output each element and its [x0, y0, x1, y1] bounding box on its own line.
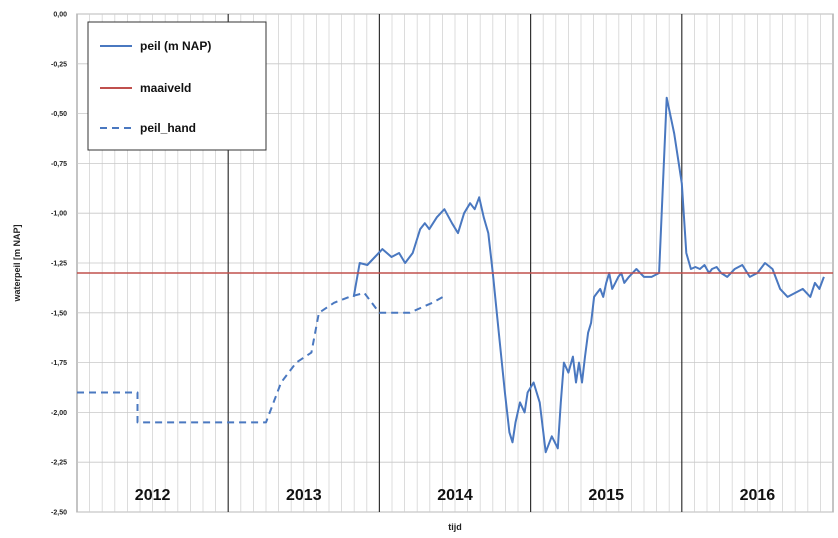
y-tick-label: -1,50 [51, 310, 67, 317]
year-label: 2016 [740, 487, 776, 504]
legend-label-peil: peil (m NAP) [140, 39, 211, 53]
y-tick-label: -2,25 [51, 460, 67, 467]
year-separators [227, 14, 683, 512]
y-tick-label: -1,75 [51, 360, 67, 367]
y-tick-label: -1,00 [51, 211, 67, 218]
x-axis-label: tijd [448, 522, 462, 532]
y-axis-label: waterpeil [m NAP] [12, 224, 22, 302]
series-line-peil-hand [77, 291, 444, 424]
year-labels: 2012 2013 2014 2015 2016 [135, 487, 775, 504]
year-label: 2013 [286, 487, 322, 504]
series-line-peil-m-nap [352, 96, 825, 454]
year-label: 2014 [437, 487, 473, 504]
y-tick-label: -2,50 [51, 510, 67, 517]
y-tick-label: -1,25 [51, 261, 67, 268]
y-axis-ticks: 0,00 -0,25 -0,50 -0,75 -1,00 -1,25 -1,50 -1,75 -… [51, 12, 67, 517]
legend-label-maaiveld: maaiveld [140, 81, 191, 95]
y-tick-label: -0,25 [51, 61, 67, 68]
y-tick-label: -0,50 [51, 111, 67, 118]
legend: peil (m NAP) maaiveld peil_hand [87, 21, 267, 151]
series-layer [77, 96, 833, 454]
year-label: 2015 [588, 487, 624, 504]
y-tick-label: -2,00 [51, 410, 67, 417]
y-tick-label: 0,00 [53, 12, 67, 19]
legend-label-peil-hand: peil_hand [140, 121, 196, 135]
year-label: 2012 [135, 487, 171, 504]
y-tick-label: -0,75 [51, 161, 67, 168]
